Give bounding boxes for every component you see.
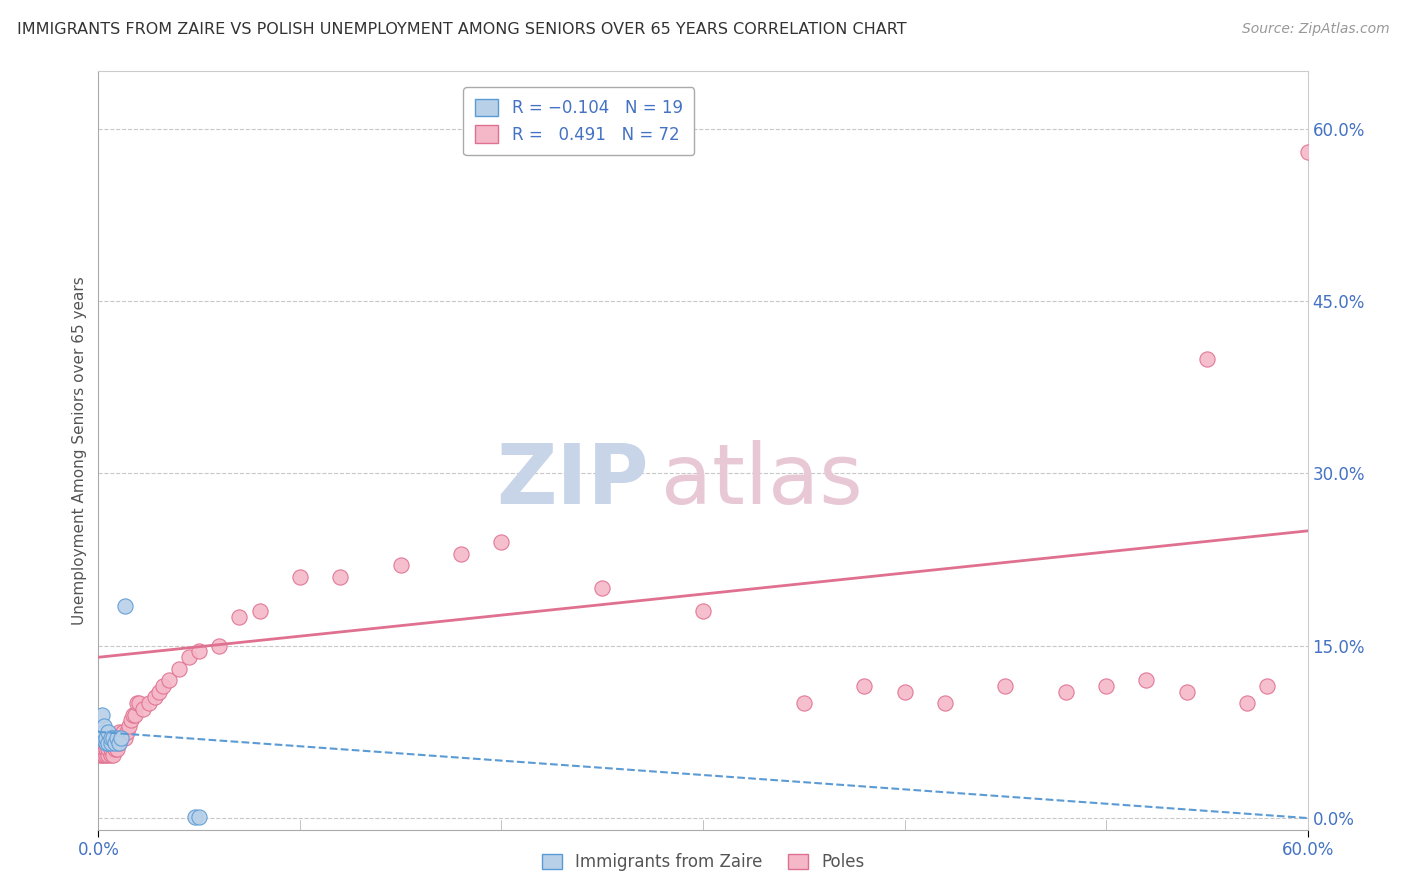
Point [121, 707, 143, 722]
Point [97, 747, 120, 762]
Point [167, 662, 190, 676]
Point [491, 535, 513, 549]
Point [111, 725, 134, 739]
Point [101, 731, 124, 745]
Point [100, 736, 122, 750]
Point [152, 679, 174, 693]
Point [208, 639, 231, 653]
Point [934, 696, 956, 710]
Point [93, 747, 115, 762]
Point [96, 736, 118, 750]
Point [1296, 145, 1319, 159]
Point [96, 747, 118, 762]
Point [100, 742, 122, 756]
Point [114, 599, 136, 613]
Point [1256, 679, 1278, 693]
Point [1195, 351, 1218, 366]
Point [184, 810, 207, 824]
Point [249, 604, 271, 618]
Point [188, 810, 211, 824]
Point [148, 684, 170, 698]
Point [128, 696, 150, 710]
Text: Source: ZipAtlas.com: Source: ZipAtlas.com [1241, 22, 1389, 37]
Point [93, 731, 115, 745]
Point [105, 742, 128, 756]
Point [115, 725, 138, 739]
Point [93, 719, 115, 733]
Legend: R = −0.104   N = 19, R =   0.491   N = 72: R = −0.104 N = 19, R = 0.491 N = 72 [464, 87, 695, 155]
Point [1054, 684, 1077, 698]
Point [118, 719, 141, 733]
Point [157, 673, 180, 688]
Y-axis label: Unemployment Among Seniors over 65 years: Unemployment Among Seniors over 65 years [72, 277, 87, 624]
Point [450, 547, 472, 561]
Point [329, 570, 352, 584]
Point [97, 725, 120, 739]
Point [853, 679, 876, 693]
Text: ZIP: ZIP [496, 441, 648, 521]
Point [103, 736, 125, 750]
Point [110, 731, 132, 745]
Legend: Immigrants from Zaire, Poles: Immigrants from Zaire, Poles [533, 845, 873, 880]
Point [101, 731, 124, 745]
Point [124, 707, 146, 722]
Point [91, 747, 114, 762]
Point [591, 582, 613, 596]
Point [93, 725, 115, 739]
Point [96, 742, 118, 756]
Point [89, 731, 111, 745]
Point [93, 742, 115, 756]
Point [793, 696, 815, 710]
Point [103, 736, 125, 750]
Point [89, 747, 111, 762]
Text: atlas: atlas [661, 441, 862, 521]
Point [110, 731, 132, 745]
Point [89, 736, 111, 750]
Point [1135, 673, 1157, 688]
Point [101, 736, 124, 750]
Point [105, 731, 128, 745]
Point [179, 650, 201, 665]
Point [101, 747, 124, 762]
Point [100, 747, 122, 762]
Point [994, 679, 1017, 693]
Point [132, 702, 155, 716]
Point [107, 736, 129, 750]
Point [125, 696, 148, 710]
Point [103, 742, 125, 756]
Text: IMMIGRANTS FROM ZAIRE VS POLISH UNEMPLOYMENT AMONG SENIORS OVER 65 YEARS CORRELA: IMMIGRANTS FROM ZAIRE VS POLISH UNEMPLOY… [17, 22, 907, 37]
Point [288, 570, 311, 584]
Point [107, 736, 129, 750]
Point [120, 714, 142, 728]
Point [100, 731, 122, 745]
Point [105, 731, 128, 745]
Point [138, 696, 160, 710]
Point [1095, 679, 1118, 693]
Point [91, 707, 114, 722]
Point [389, 558, 412, 573]
Point [97, 731, 120, 745]
Point [89, 731, 111, 745]
Point [97, 736, 120, 750]
Point [96, 736, 118, 750]
Point [143, 690, 166, 705]
Point [1175, 684, 1198, 698]
Point [692, 604, 714, 618]
Point [97, 736, 120, 750]
Point [100, 736, 122, 750]
Point [228, 610, 250, 624]
Point [91, 742, 114, 756]
Point [93, 736, 115, 750]
Point [893, 684, 915, 698]
Point [1236, 696, 1258, 710]
Point [91, 736, 114, 750]
Point [96, 731, 118, 745]
Point [97, 742, 120, 756]
Point [114, 731, 136, 745]
Point [188, 644, 211, 658]
Point [107, 725, 129, 739]
Point [103, 731, 125, 745]
Point [91, 731, 114, 745]
